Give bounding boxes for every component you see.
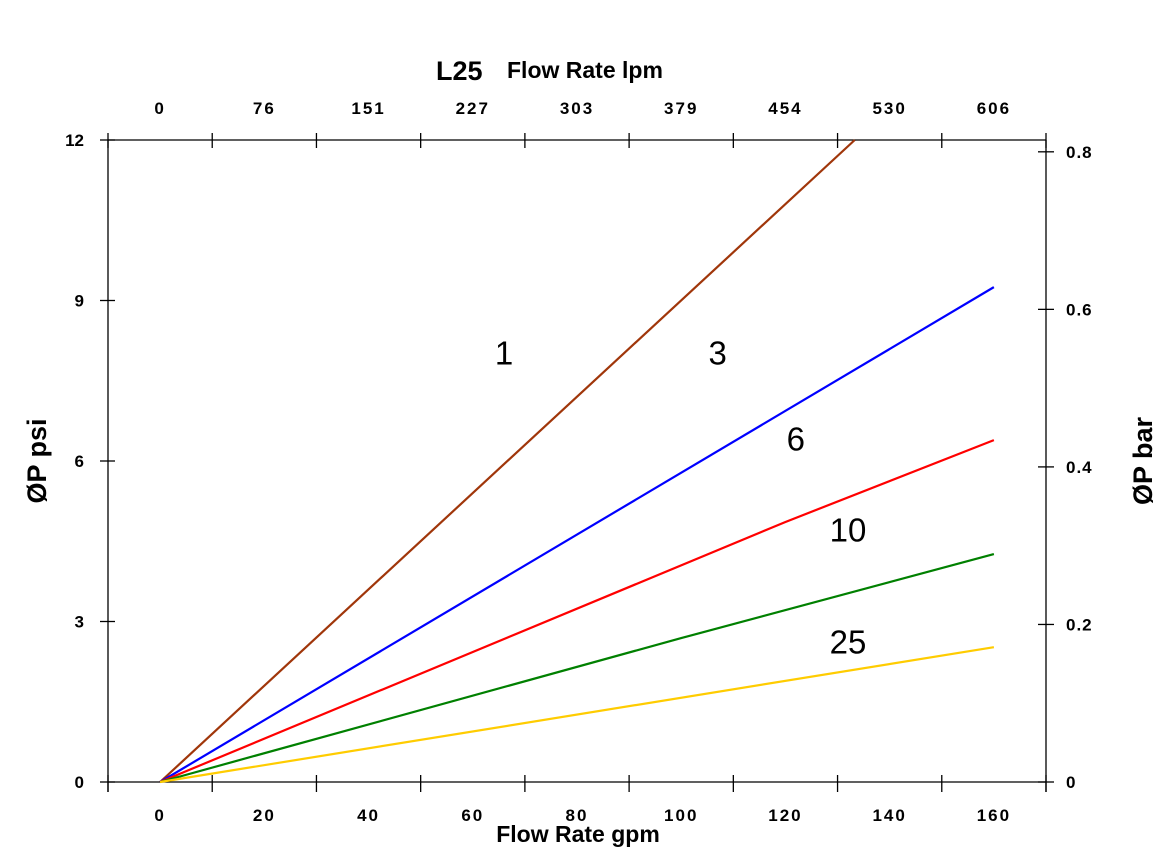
- top-tick-label: 379: [664, 99, 698, 118]
- series-line-25: [159, 646, 995, 784]
- series-line-10: [159, 553, 995, 784]
- y-tick-label: 9: [75, 292, 84, 311]
- y-tick-label: 3: [75, 613, 84, 632]
- series-line-3: [159, 286, 995, 783]
- series-label-6: 6: [787, 420, 805, 457]
- x-tick-label: 60: [461, 806, 484, 825]
- x-tick-label: 40: [357, 806, 380, 825]
- top-tick-label: 606: [977, 99, 1011, 118]
- series-labels: 1 3 6 10 25: [495, 335, 866, 661]
- top-tick-label: 0: [154, 99, 165, 118]
- top-tick-label: 151: [351, 99, 385, 118]
- series-label-3: 3: [709, 335, 727, 372]
- x-tick-label: 80: [566, 806, 589, 825]
- series-line-1: [159, 139, 856, 783]
- top-tick-label: 227: [456, 99, 490, 118]
- x-tick-label: 140: [872, 806, 906, 825]
- x-tick-label: 0: [154, 806, 165, 825]
- x-axis-title: Flow Rate gpm: [496, 821, 660, 847]
- y2-axis-title: ØP bar: [1128, 416, 1158, 505]
- x-tick-label: 160: [977, 806, 1011, 825]
- top-tick-label: 76: [253, 99, 276, 118]
- y2-tick-label: 0.4: [1066, 458, 1093, 477]
- top-axis-title: Flow Rate lpm: [507, 57, 663, 83]
- top-tick-label: 454: [768, 99, 802, 118]
- y-tick-label: 0: [75, 773, 84, 792]
- y-tick-label: 12: [65, 131, 84, 150]
- y2-tick-label: 0: [1066, 773, 1076, 792]
- x-tick-label: 100: [664, 806, 698, 825]
- y2-tick-label: 0.8: [1066, 143, 1093, 162]
- x-tick-label: 20: [253, 806, 276, 825]
- series-line-6: [159, 439, 995, 784]
- x-tick-label: 120: [768, 806, 802, 825]
- series-label-25: 25: [830, 624, 867, 661]
- chart-title: L25: [436, 56, 483, 86]
- y2-tick-label: 0.6: [1066, 300, 1093, 319]
- y2-tick-label: 0.2: [1066, 615, 1093, 634]
- top-tick-label: 530: [872, 99, 906, 118]
- y-axis-title: ØP psi: [22, 418, 52, 503]
- series-lines: [159, 139, 995, 784]
- series-label-10: 10: [830, 511, 867, 548]
- y-tick-label: 6: [75, 452, 84, 471]
- series-label-1: 1: [495, 335, 513, 372]
- top-tick-label: 303: [560, 99, 594, 118]
- axes: 0020764015160227803031003791204541405301…: [65, 99, 1093, 825]
